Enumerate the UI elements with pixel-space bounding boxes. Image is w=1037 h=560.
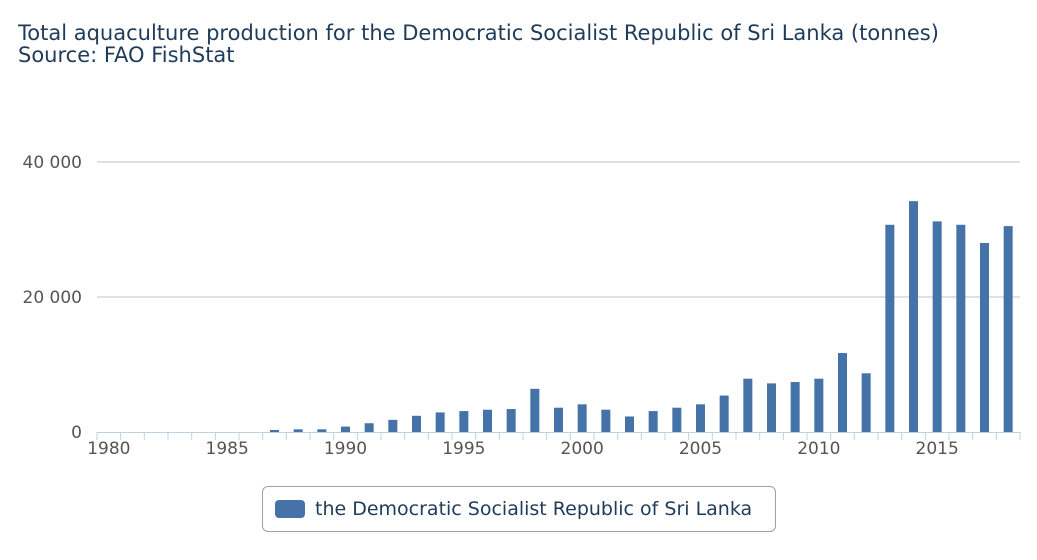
chart-subtitle: Source: FAO FishStat — [18, 43, 235, 67]
x-tick-label: 2000 — [561, 439, 604, 459]
y-tick-label: 40 000 — [23, 153, 82, 173]
bar[interactable] — [885, 224, 895, 432]
x-tick-label: 2005 — [679, 439, 722, 459]
bar[interactable] — [341, 426, 350, 432]
y-tick-label: 0 — [71, 423, 82, 443]
chart-title: Total aquaculture production for the Dem… — [18, 21, 939, 45]
bar[interactable] — [317, 429, 327, 432]
bar[interactable] — [767, 383, 776, 432]
bar[interactable] — [909, 201, 918, 432]
y-tick-label: 20 000 — [23, 288, 82, 308]
gridlines — [97, 161, 1020, 298]
bar[interactable] — [932, 221, 942, 432]
bar[interactable] — [719, 395, 729, 432]
x-tick-label: 1995 — [442, 439, 485, 459]
bar[interactable] — [790, 382, 800, 432]
chart-plot: 0 20 000 40 000 1980 1985 1990 1995 2000 2005 20… — [23, 153, 1021, 459]
bar[interactable] — [601, 409, 611, 432]
bar[interactable] — [1003, 226, 1013, 432]
bar[interactable] — [530, 388, 540, 432]
legend-label: the Democratic Socialist Republic of Sri… — [315, 498, 753, 520]
x-tick-label: 2010 — [797, 439, 840, 459]
bar[interactable] — [838, 353, 847, 432]
bar[interactable] — [956, 224, 966, 432]
bar[interactable] — [648, 411, 658, 432]
x-axis-labels: 1980 1985 1990 1995 2000 2005 2010 2015 — [87, 439, 959, 459]
x-tick-label: 2015 — [916, 439, 959, 459]
bar[interactable] — [483, 409, 492, 432]
legend-swatch — [275, 500, 305, 518]
bar[interactable] — [554, 407, 563, 432]
bar[interactable] — [412, 415, 421, 432]
bars — [270, 201, 1013, 432]
bar[interactable] — [625, 416, 634, 432]
bar[interactable] — [388, 419, 398, 432]
bar[interactable] — [270, 429, 279, 432]
chart-title-block: Total aquaculture production for the Dem… — [18, 22, 939, 66]
bar[interactable] — [459, 411, 469, 432]
bar[interactable] — [293, 429, 303, 432]
bar[interactable] — [980, 243, 989, 432]
legend-item[interactable]: the Democratic Socialist Republic of Sri… — [262, 486, 776, 532]
y-axis-labels: 0 20 000 40 000 — [23, 153, 82, 443]
bar[interactable] — [506, 409, 516, 432]
bar[interactable] — [861, 373, 871, 432]
bar[interactable] — [814, 378, 824, 432]
bar[interactable] — [364, 423, 374, 432]
bar[interactable] — [672, 407, 682, 432]
x-tick-label: 1980 — [87, 439, 130, 459]
x-tick-label: 1985 — [206, 439, 249, 459]
bar[interactable] — [435, 412, 445, 432]
x-axis — [96, 432, 1021, 440]
x-tick-label: 1990 — [324, 439, 367, 459]
bar[interactable] — [743, 378, 753, 432]
bar[interactable] — [577, 404, 587, 432]
bar[interactable] — [696, 404, 705, 432]
